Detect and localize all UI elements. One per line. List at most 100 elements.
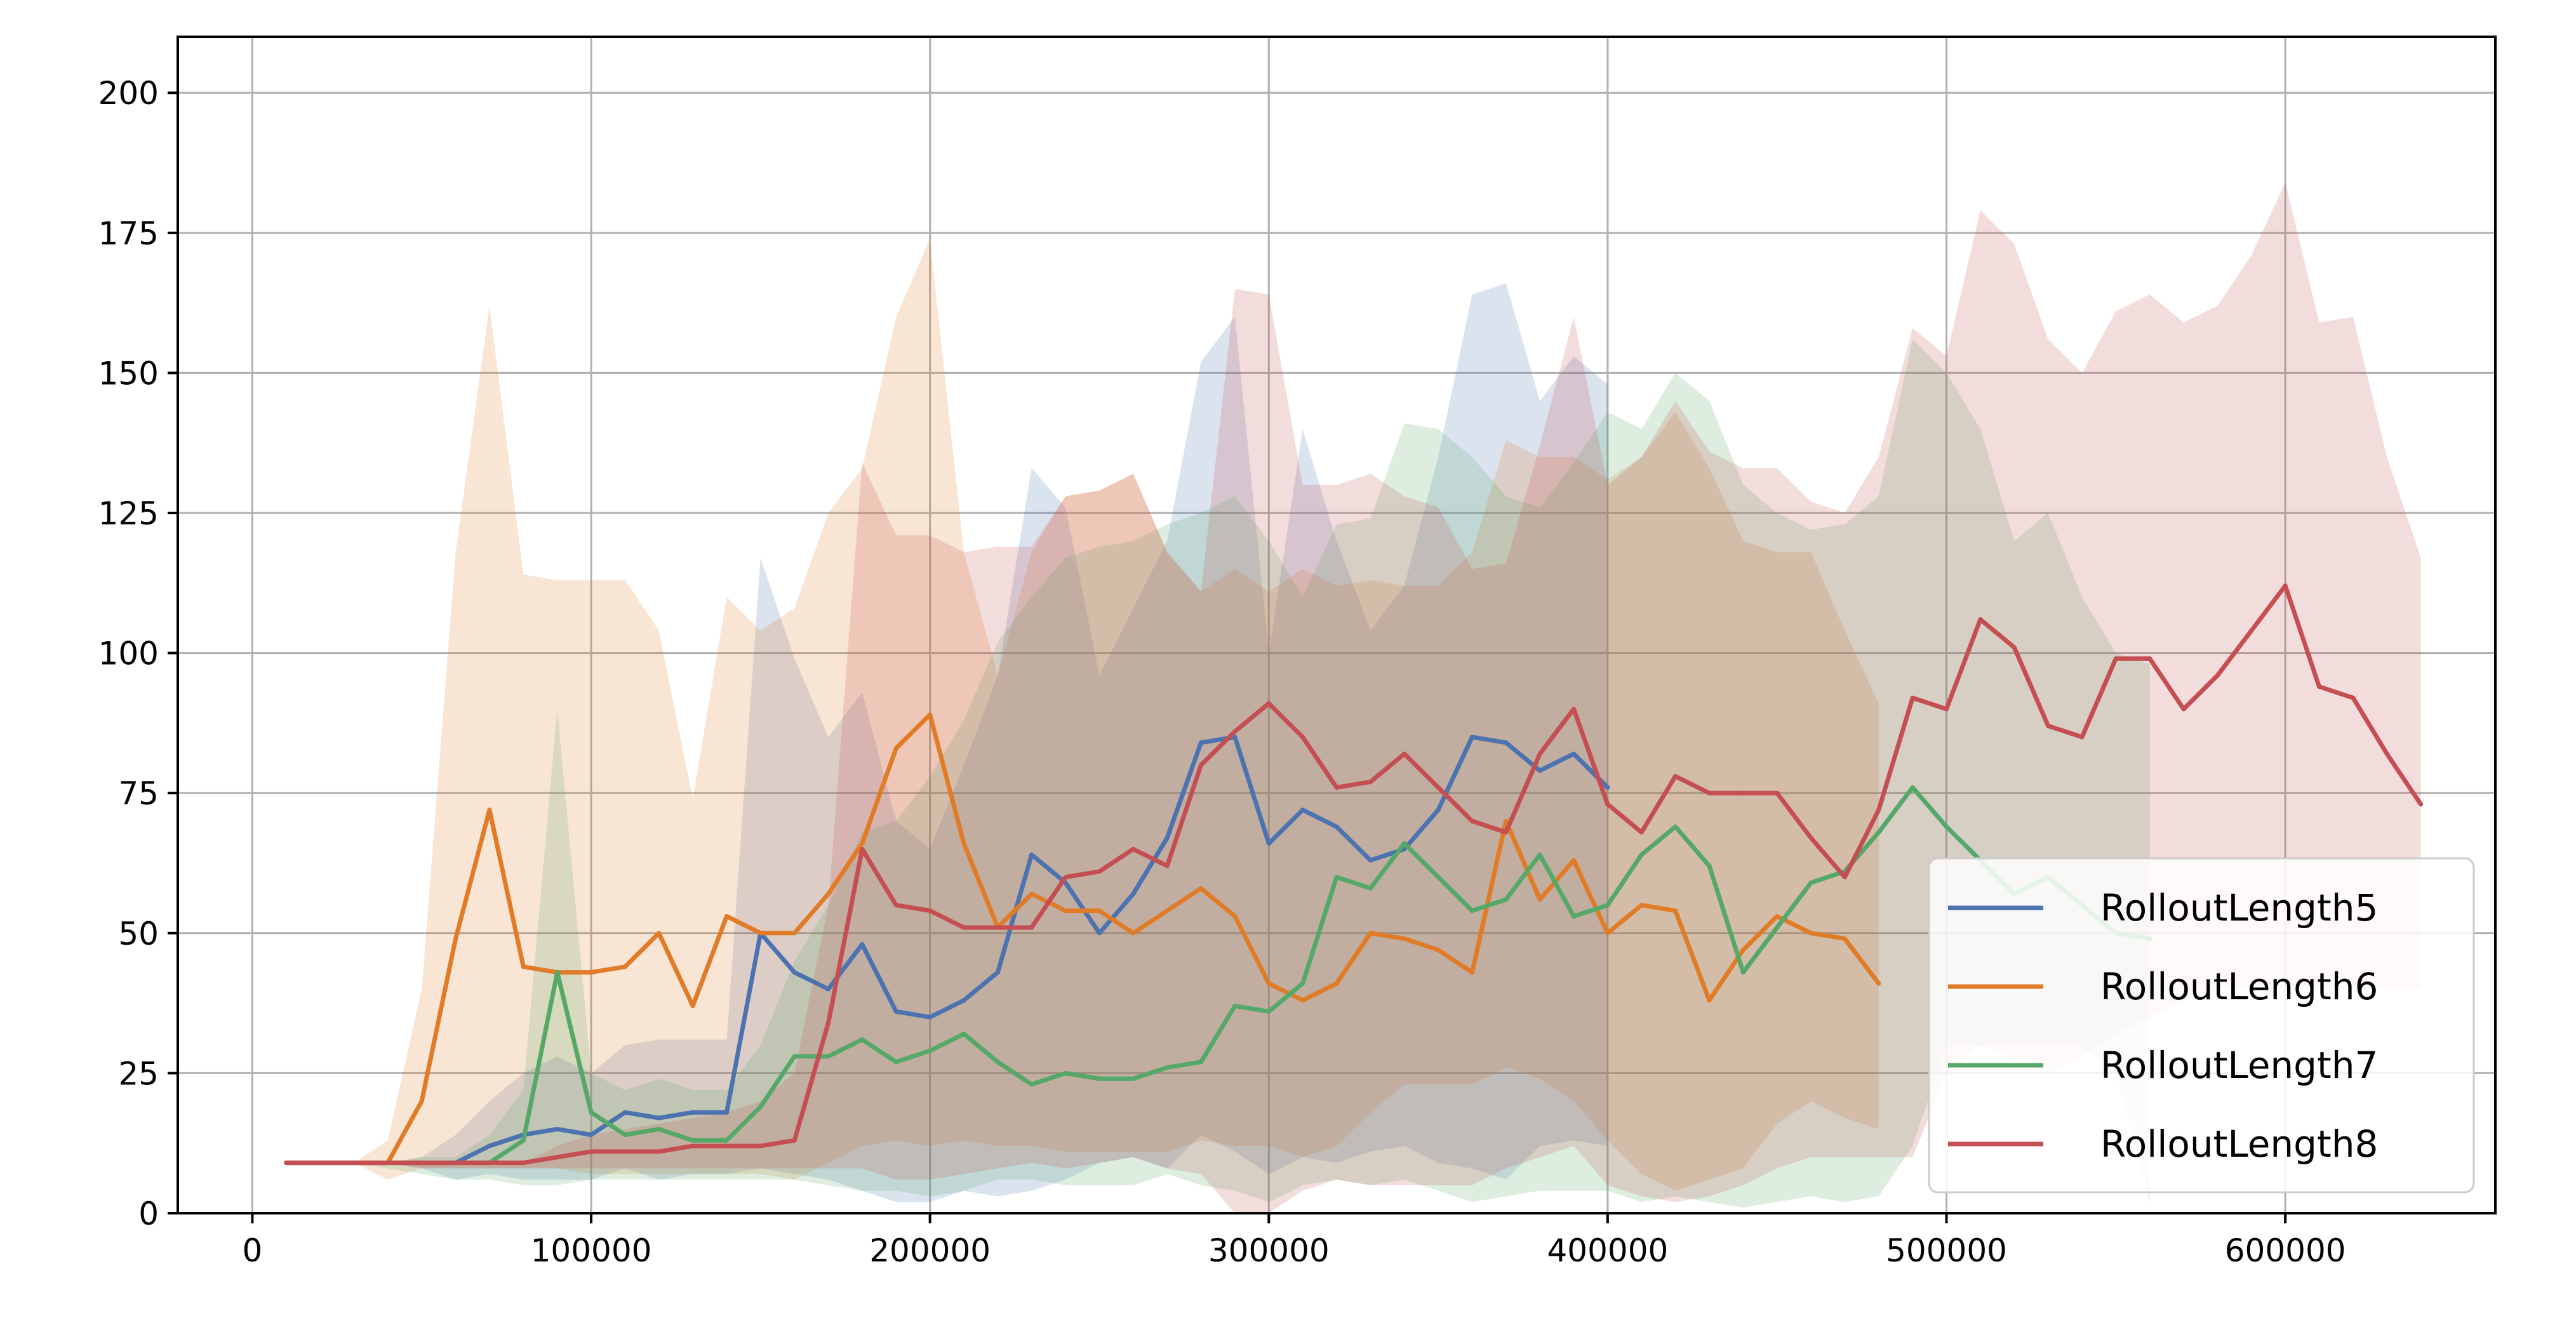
data-point [724,1110,729,1115]
data-point [1097,1076,1102,1081]
data-point [622,1110,627,1115]
data-point [2317,684,2322,689]
data-point [826,1020,831,1025]
data-point [2181,707,2186,712]
data-point [284,1161,289,1166]
data-point [995,970,1000,975]
data-point [893,903,898,908]
data-point [1063,1070,1068,1075]
data-point [1639,903,1644,908]
plot-frame [177,36,2497,1214]
data-point [724,1143,729,1148]
data-point [1740,947,1745,952]
data-point [589,1132,594,1137]
data-point [1131,891,1136,896]
data-point [2012,645,2017,650]
data-point [555,1155,560,1160]
data-point [1300,981,1305,986]
data-point [2283,583,2288,589]
data-point [1876,981,1881,986]
data-point [1707,863,1712,868]
data-point [1775,790,1780,795]
line-rolloutlength8 [284,583,2424,1166]
data-point [1097,869,1102,874]
data-point [1063,875,1068,880]
data-point [1334,824,1339,829]
data-point [657,931,662,936]
y-tick-label: 200 [98,75,159,112]
data-point [487,1161,492,1166]
data-point [453,936,458,941]
data-point [2351,695,2356,700]
data-point [1504,897,1509,902]
data-point [893,1060,898,1065]
data-point [1097,908,1102,914]
data-point [1266,981,1271,986]
data-point [487,808,492,813]
data-point [487,1143,492,1148]
data-point [860,846,865,851]
data-point [860,841,865,846]
data-point [1775,914,1780,919]
data-point [555,1127,560,1132]
data-point [1740,790,1745,795]
data-point [961,841,966,846]
data-point [1944,824,1949,829]
data-point [453,1161,458,1166]
x-tick-label: 600000 [2225,1232,2346,1269]
data-point [1165,863,1170,868]
data-point [521,1138,526,1143]
data-point [1605,931,1610,936]
data-point [1029,1082,1034,1087]
x-tick-label: 400000 [1547,1232,1668,1269]
data-point [1605,802,1610,807]
data-point [724,1138,729,1143]
data-point [1165,835,1170,841]
data-point [1504,830,1509,835]
data-point [2147,656,2152,661]
data-point [521,964,526,969]
data-point [521,1161,526,1166]
data-point [1808,931,1813,936]
data-point [928,712,933,717]
data-point [690,1110,695,1115]
data-point [2113,656,2118,661]
data-point [1368,931,1373,936]
line-rolloutlength5 [284,735,1610,1166]
data-point [1232,729,1238,734]
data-point [1029,925,1034,930]
data-point [1944,707,1949,712]
data-point [1368,886,1373,891]
data-point [1131,1076,1136,1081]
x-tick-label: 500000 [1886,1232,2007,1269]
data-point [860,1037,865,1042]
data-point [724,914,729,919]
data-point [826,987,831,992]
confidence-bands [286,182,2421,1213]
data-point [1334,875,1339,880]
y-tick-label: 75 [118,775,159,812]
data-point [1131,931,1136,936]
data-point [995,925,1000,930]
data-point [860,941,865,947]
data-point [1199,1060,1204,1065]
data-point [928,908,933,914]
data-point [419,1161,424,1166]
data-point [1029,891,1034,896]
data-point [758,1143,763,1148]
data-point [1537,768,1542,773]
data-point [1808,835,1813,841]
data-point [893,1009,898,1014]
data-point [1876,830,1881,835]
data-point [2046,723,2051,728]
data-point [1572,751,1577,756]
data-point [589,1149,594,1154]
data-point [1300,735,1305,740]
data-point [1165,908,1170,914]
y-tick-label: 50 [118,915,159,952]
data-point [758,1104,763,1109]
data-point [961,998,966,1003]
data-point [2249,628,2254,633]
band-rolloutlength8 [286,182,2421,1213]
data-point [1537,751,1542,756]
